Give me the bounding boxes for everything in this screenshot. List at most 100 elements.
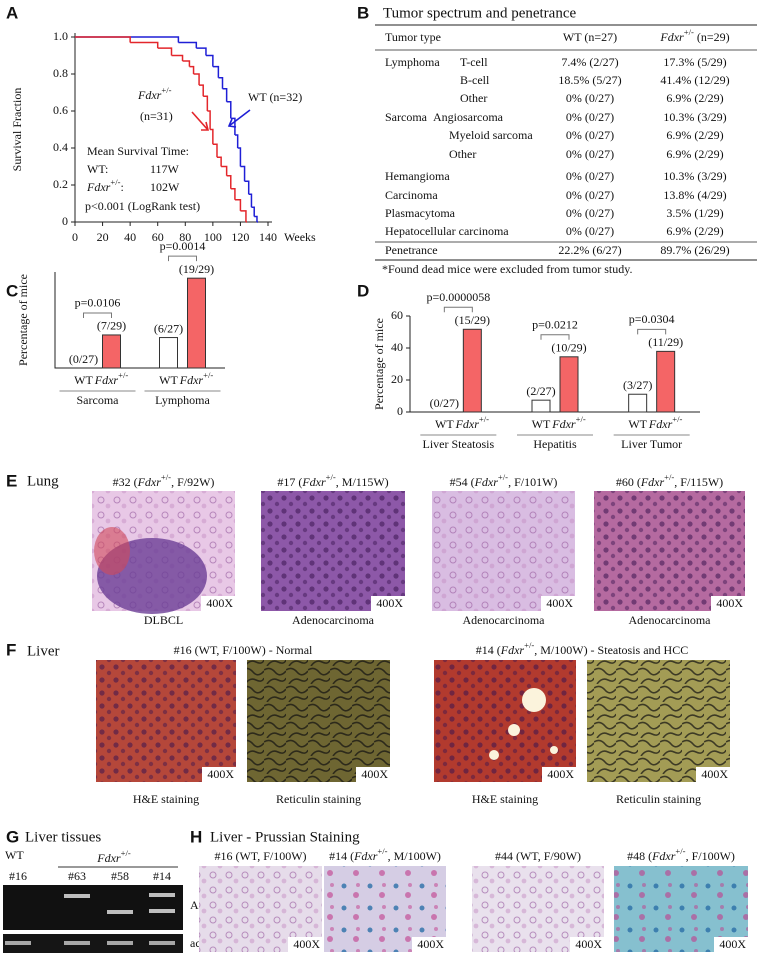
table-cell: 18.5% (5/27) xyxy=(558,73,621,87)
annotation: WT: xyxy=(87,162,108,176)
table-cell: 0% (0/27) xyxy=(566,206,614,220)
series-label: Fdxr+/- xyxy=(551,414,586,431)
image-label-part: #54 ( xyxy=(450,475,475,489)
value-label: (15/29) xyxy=(455,313,490,327)
fat-droplet xyxy=(489,750,499,760)
survival-step xyxy=(193,73,200,86)
bar xyxy=(531,399,551,413)
survival-step xyxy=(240,165,246,182)
annotation-part: : xyxy=(120,180,123,194)
mag-box xyxy=(202,767,236,782)
table-header-part: (n=29) xyxy=(694,30,730,44)
table-cell: 0% (0/27) xyxy=(566,91,614,105)
mag-box xyxy=(412,937,446,952)
gel-band xyxy=(5,941,31,945)
image-label: #32 (Fdxr+/-, F/92W) xyxy=(113,472,215,489)
value-label: (0/27) xyxy=(69,352,98,366)
magnification: 400X xyxy=(376,596,403,610)
mag-box xyxy=(570,937,604,952)
table-cell: Lymphoma xyxy=(385,55,440,69)
p-value: p=0.0014 xyxy=(160,239,206,253)
magnification: 400X xyxy=(207,767,234,781)
image-label: #54 (Fdxr+/-, F/101W) xyxy=(450,472,558,489)
panel-letter: H xyxy=(190,827,202,846)
image-caption: H&E staining xyxy=(472,792,538,806)
gel-image xyxy=(3,885,183,930)
panel-title: Lung xyxy=(27,473,59,489)
micrograph-texture xyxy=(261,491,405,611)
y-tick-label: 1.0 xyxy=(53,29,68,43)
x-tick-label: 120 xyxy=(231,230,249,244)
image-label-part: , F/100W) xyxy=(686,849,735,863)
survival-step xyxy=(240,210,247,222)
table-title: Tumor spectrum and penetrance xyxy=(383,5,576,21)
survival-step xyxy=(212,65,220,78)
image-label-part: Fdxr xyxy=(353,849,378,863)
y-tick-label: 0 xyxy=(62,214,68,228)
series-label: Fdxr+/- xyxy=(179,370,214,387)
x-tick-label: Liver Steatosis xyxy=(423,437,495,451)
arrow xyxy=(227,109,251,128)
table-cell: Sarcoma xyxy=(385,110,428,124)
magnification: 400X xyxy=(361,767,388,781)
image-caption: Reticulin staining xyxy=(616,792,701,806)
annotation-part: Fdxr xyxy=(86,180,111,194)
gel-label: Fdxr+/- xyxy=(96,848,131,865)
x-tick-label: Lymphoma xyxy=(155,393,210,407)
bracket xyxy=(443,306,473,313)
survival-step xyxy=(75,36,131,43)
survival-step xyxy=(196,47,207,56)
survival-step xyxy=(222,88,228,102)
annotation-part: Fdxr xyxy=(137,88,162,102)
image-label: #17 (Fdxr+/-, M/115W) xyxy=(277,472,388,489)
series-label-part: Fdxr xyxy=(179,373,204,387)
table-cell: 0% (0/27) xyxy=(566,128,614,142)
mag-box xyxy=(356,767,390,782)
table-cell: 6.9% (2/29) xyxy=(666,147,723,161)
image-caption: Adenocarcinoma xyxy=(463,613,546,627)
x-tick-label: 60 xyxy=(152,230,164,244)
micrograph-texture xyxy=(594,491,745,611)
image-label-part: +/- xyxy=(161,472,171,482)
magnification: 400X xyxy=(547,767,574,781)
image-label-part: +/- xyxy=(326,472,336,482)
table-cell: 13.8% (4/29) xyxy=(663,188,726,202)
y-tick-label: 0.2 xyxy=(53,177,68,191)
image-label: #14 (Fdxr+/-, M/100W) xyxy=(329,846,441,863)
gel-label: WT xyxy=(5,848,24,862)
annotation: p<0.001 (LogRank test) xyxy=(85,199,200,213)
survival-step xyxy=(130,41,159,49)
table-cell: Other xyxy=(449,147,476,161)
image-caption: Reticulin staining xyxy=(276,792,361,806)
image-caption: DLBCL xyxy=(144,613,183,627)
image-label-part: Fdxr xyxy=(651,849,676,863)
survival-step xyxy=(218,76,224,89)
magnification: 400X xyxy=(206,596,233,610)
table-cell: Plasmacytoma xyxy=(385,206,456,220)
image-label: #16 (WT, F/100W) - Normal xyxy=(174,643,313,657)
image-label: #44 (WT, F/90W) xyxy=(495,849,581,863)
image-label-part: +/- xyxy=(377,846,387,856)
x-tick-label: 20 xyxy=(97,230,109,244)
table-header: Fdxr+/- (n=29) xyxy=(659,27,729,44)
y-axis-label: Percentage of mice xyxy=(372,318,386,410)
image-label-part: , F/92W) xyxy=(171,475,214,489)
survival-step xyxy=(207,110,211,130)
table-cell: Myeloid sarcoma xyxy=(449,128,533,142)
gel-band xyxy=(64,894,90,898)
series-label: Fdxr+/- xyxy=(455,414,490,431)
value-label: (0/27) xyxy=(430,396,459,410)
table-cell: 0% (0/27) xyxy=(566,224,614,238)
bar xyxy=(102,334,121,369)
lane-label: #58 xyxy=(111,869,129,883)
fat-droplet xyxy=(550,746,558,754)
image-caption: Adenocarcinoma xyxy=(292,613,375,627)
survival-step xyxy=(182,60,191,67)
series-label: WT xyxy=(435,417,454,431)
table-cell: Carcinoma xyxy=(385,188,438,202)
panel-letter: C xyxy=(6,281,18,300)
fat-droplet xyxy=(508,724,520,736)
magnification: 400X xyxy=(293,937,320,951)
table-cell: 10.3% (3/29) xyxy=(663,169,726,183)
